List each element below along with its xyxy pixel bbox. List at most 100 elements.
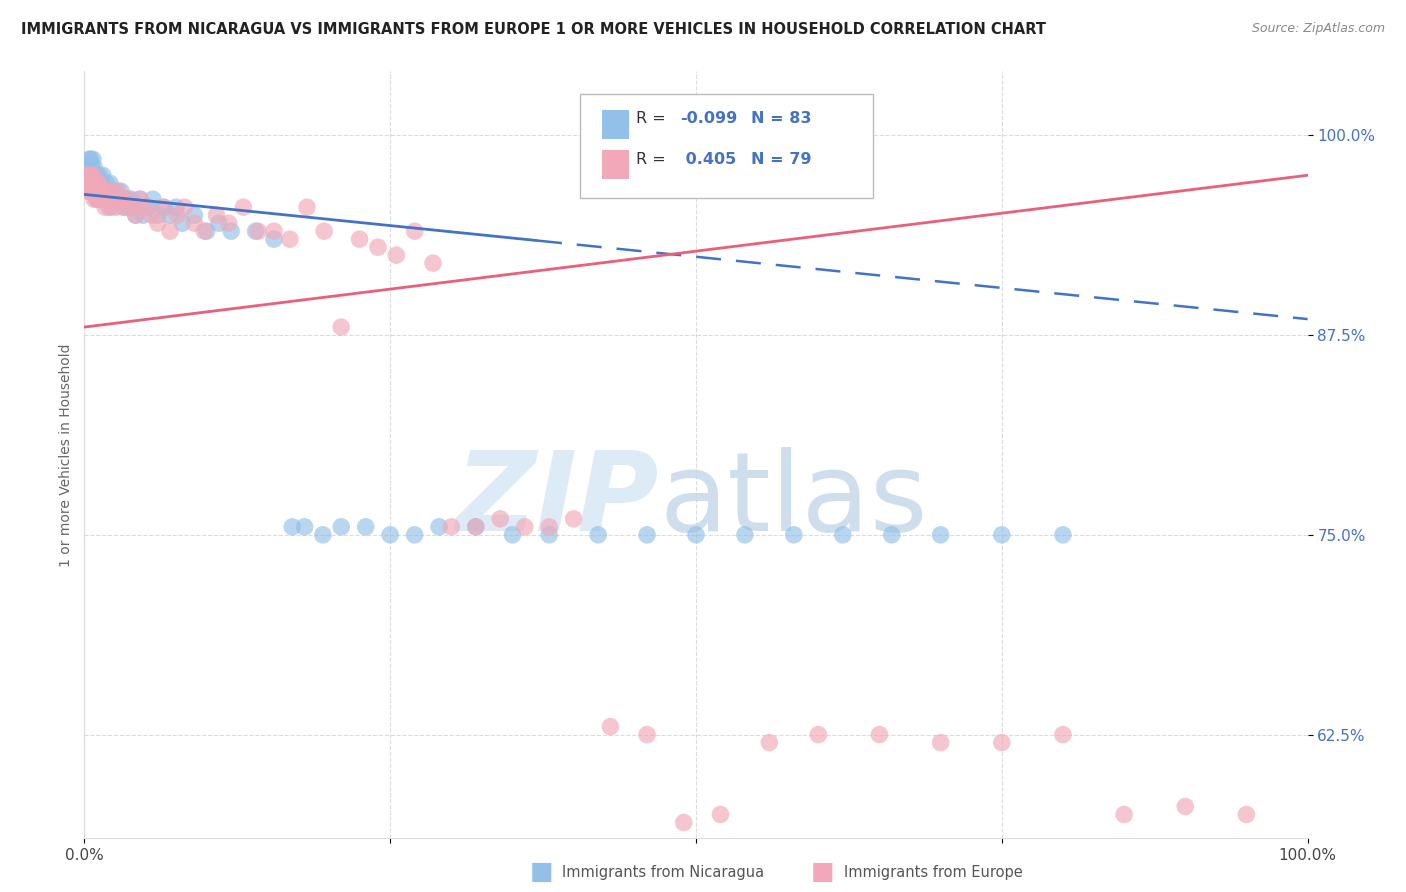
Point <box>129 192 152 206</box>
Point <box>117 200 139 214</box>
Point <box>82 168 104 182</box>
Point <box>83 184 105 198</box>
Point <box>110 192 132 206</box>
Point <box>783 528 806 542</box>
Point <box>218 216 240 230</box>
Point <box>136 200 159 214</box>
Point <box>1236 807 1258 822</box>
Text: Immigrants from Nicaragua: Immigrants from Nicaragua <box>562 865 765 880</box>
Point <box>100 184 122 198</box>
Point <box>404 224 426 238</box>
Text: atlas: atlas <box>659 448 928 555</box>
Point <box>87 168 110 182</box>
Point <box>76 176 98 190</box>
Point <box>97 192 120 206</box>
Point <box>159 208 181 222</box>
Point <box>97 192 120 206</box>
Text: 0.405: 0.405 <box>681 152 737 167</box>
Point <box>105 200 128 214</box>
Point <box>314 224 336 238</box>
Point <box>367 240 389 254</box>
Point <box>183 208 205 222</box>
Point <box>263 224 285 238</box>
Point <box>991 528 1014 542</box>
Point <box>636 728 658 742</box>
Point <box>101 184 124 198</box>
Point <box>97 200 120 214</box>
Text: Source: ZipAtlas.com: Source: ZipAtlas.com <box>1251 22 1385 36</box>
Bar <box>602 110 628 139</box>
Point <box>142 192 165 206</box>
Point <box>132 208 155 222</box>
Point <box>91 184 114 198</box>
Point <box>112 200 135 214</box>
Point <box>94 200 117 214</box>
Point <box>1174 799 1197 814</box>
Text: R =: R = <box>636 152 671 167</box>
Point <box>104 192 127 206</box>
Point <box>354 520 377 534</box>
Point <box>120 192 142 206</box>
Point <box>869 728 891 742</box>
Point <box>105 184 128 198</box>
Text: N = 79: N = 79 <box>751 152 811 167</box>
Point <box>153 200 176 214</box>
Point <box>122 200 145 214</box>
Point <box>86 192 108 206</box>
Point <box>107 184 129 198</box>
Point <box>97 184 120 198</box>
Point <box>80 161 103 175</box>
Point <box>114 200 136 214</box>
Point <box>98 176 121 190</box>
Point <box>96 184 118 198</box>
Point <box>82 153 104 167</box>
Point <box>146 216 169 230</box>
Point <box>76 176 98 190</box>
Point <box>245 224 267 238</box>
Point <box>247 224 270 238</box>
Point <box>93 192 115 206</box>
Point <box>128 192 150 206</box>
Point <box>349 232 371 246</box>
Point <box>80 176 103 190</box>
Point <box>586 528 609 542</box>
Point <box>929 736 952 750</box>
Point <box>125 208 148 222</box>
Point <box>77 168 100 182</box>
Point <box>1114 807 1136 822</box>
Point <box>103 192 125 206</box>
Point <box>173 200 195 214</box>
Point <box>208 216 231 230</box>
FancyBboxPatch shape <box>579 95 873 198</box>
Point <box>77 161 100 175</box>
Point <box>79 184 101 198</box>
Point <box>146 208 169 222</box>
Point <box>77 168 100 182</box>
Y-axis label: 1 or more Vehicles in Household: 1 or more Vehicles in Household <box>59 343 73 566</box>
Point <box>562 512 585 526</box>
Point <box>153 200 176 214</box>
Point <box>219 224 242 238</box>
Point <box>110 184 132 198</box>
Point <box>82 168 104 182</box>
Text: ■: ■ <box>811 861 834 884</box>
Point <box>87 176 110 190</box>
Text: -0.099: -0.099 <box>681 112 737 127</box>
Point <box>464 520 486 534</box>
Point <box>91 168 114 182</box>
Point <box>195 224 218 238</box>
Point <box>77 184 100 198</box>
Point <box>193 224 215 238</box>
Point <box>709 807 731 822</box>
Point <box>135 200 157 214</box>
Point <box>422 256 444 270</box>
Point <box>513 520 536 534</box>
Point <box>294 520 316 534</box>
Point <box>166 208 188 222</box>
Point <box>96 176 118 190</box>
Point <box>758 736 780 750</box>
Point <box>115 192 138 206</box>
Point <box>82 184 104 198</box>
Point <box>404 528 426 542</box>
Point <box>80 176 103 190</box>
